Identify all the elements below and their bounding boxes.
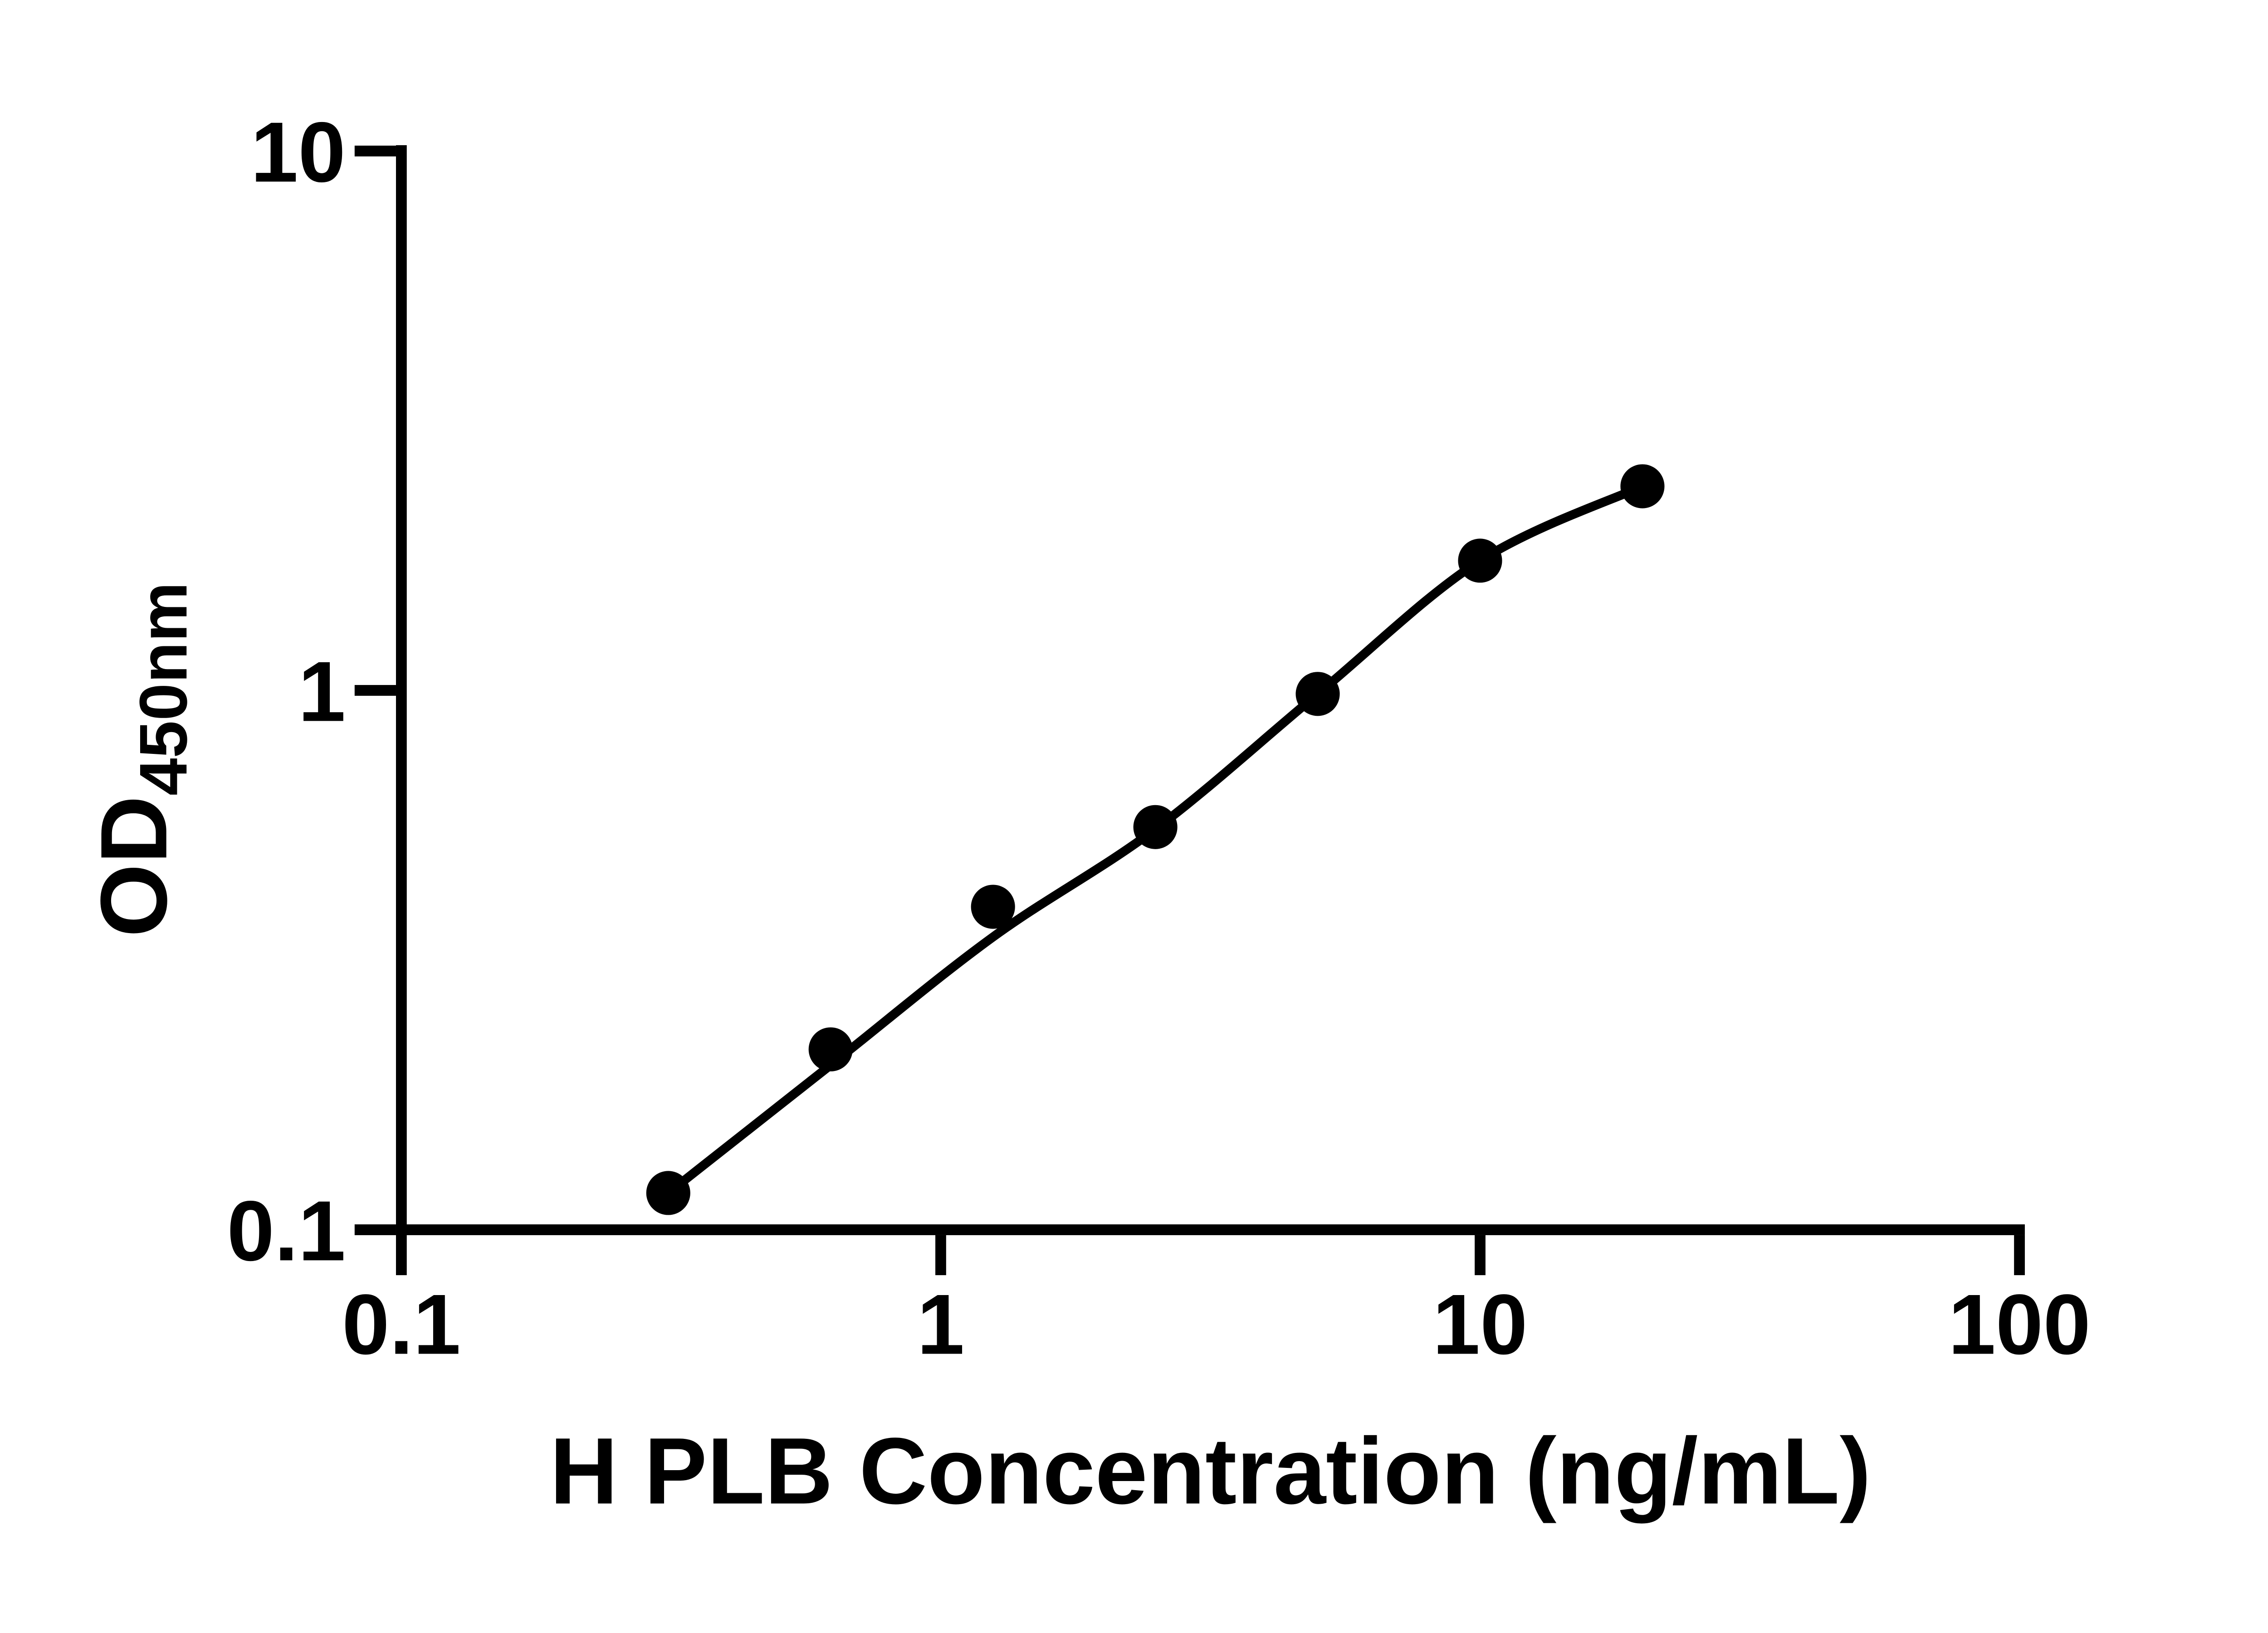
y-tick-label-0.1: 0.1 bbox=[227, 1183, 346, 1278]
y-tick-label-10: 10 bbox=[251, 104, 346, 200]
y-tick-label-1: 1 bbox=[298, 644, 346, 739]
data-point-10 bbox=[1458, 538, 1502, 583]
x-tick-10 bbox=[1475, 1235, 1486, 1276]
x-tick-label-10: 10 bbox=[1432, 1277, 1527, 1372]
x-tick-label-1: 1 bbox=[917, 1277, 965, 1372]
y-tick-10 bbox=[354, 146, 396, 156]
tick-labels: 0.1 1 10 100 0.1 1 10 bbox=[227, 104, 2091, 1372]
y-tick-0.1 bbox=[354, 1224, 396, 1235]
axis-ticks bbox=[354, 146, 2025, 1276]
data-points bbox=[646, 464, 1665, 1215]
data-point-0.3125 bbox=[646, 1171, 690, 1215]
y-axis-title-main: OD bbox=[82, 796, 187, 937]
y-axis-title: OD450nm bbox=[82, 582, 201, 937]
data-point-1.25 bbox=[971, 885, 1015, 929]
axes bbox=[396, 145, 2025, 1235]
y-axis-title-subscript: 450nm bbox=[126, 582, 201, 796]
x-axis-line bbox=[396, 1224, 2025, 1235]
x-tick-0.1 bbox=[396, 1235, 407, 1276]
y-tick-1 bbox=[354, 685, 396, 696]
data-point-2.5 bbox=[1133, 805, 1178, 849]
data-point-20 bbox=[1620, 464, 1665, 508]
x-tick-100 bbox=[2014, 1235, 2025, 1276]
data-point-5 bbox=[1295, 672, 1340, 716]
data-point-0.625 bbox=[808, 1027, 853, 1071]
x-tick-label-100: 100 bbox=[1948, 1277, 2091, 1372]
x-axis-title: H PLB Concentration (ng/mL) bbox=[550, 1418, 1871, 1524]
y-axis-line bbox=[396, 145, 407, 1235]
x-tick-1 bbox=[935, 1235, 946, 1276]
x-tick-label-0.1: 0.1 bbox=[342, 1277, 461, 1372]
